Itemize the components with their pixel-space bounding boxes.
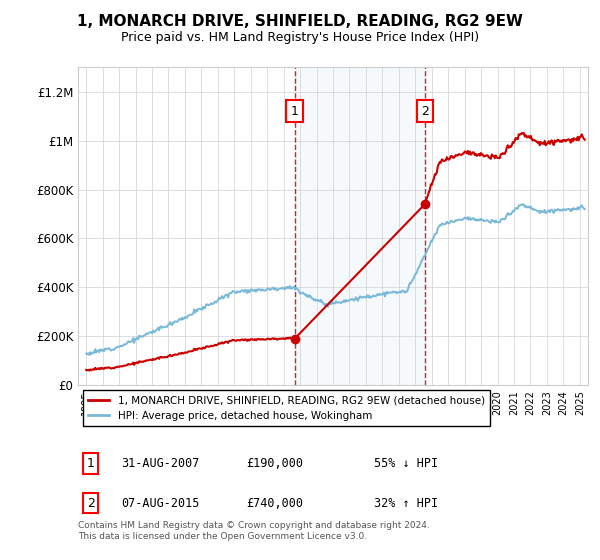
Text: 32% ↑ HPI: 32% ↑ HPI — [374, 497, 438, 510]
Bar — [295, 67, 425, 385]
Text: 1: 1 — [290, 105, 299, 118]
Text: £740,000: £740,000 — [247, 497, 304, 510]
Text: Contains HM Land Registry data © Crown copyright and database right 2024.
This d: Contains HM Land Registry data © Crown c… — [78, 521, 430, 540]
Text: £190,000: £190,000 — [247, 458, 304, 470]
Legend: 1, MONARCH DRIVE, SHINFIELD, READING, RG2 9EW (detached house), HPI: Average pri: 1, MONARCH DRIVE, SHINFIELD, READING, RG… — [83, 390, 490, 426]
Text: 31-AUG-2007: 31-AUG-2007 — [121, 458, 200, 470]
Text: 1, MONARCH DRIVE, SHINFIELD, READING, RG2 9EW: 1, MONARCH DRIVE, SHINFIELD, READING, RG… — [77, 14, 523, 29]
Text: 2: 2 — [87, 497, 95, 510]
Text: Price paid vs. HM Land Registry's House Price Index (HPI): Price paid vs. HM Land Registry's House … — [121, 31, 479, 44]
Text: 2: 2 — [421, 105, 429, 118]
Text: 07-AUG-2015: 07-AUG-2015 — [121, 497, 200, 510]
Text: 55% ↓ HPI: 55% ↓ HPI — [374, 458, 438, 470]
Text: 1: 1 — [87, 458, 95, 470]
